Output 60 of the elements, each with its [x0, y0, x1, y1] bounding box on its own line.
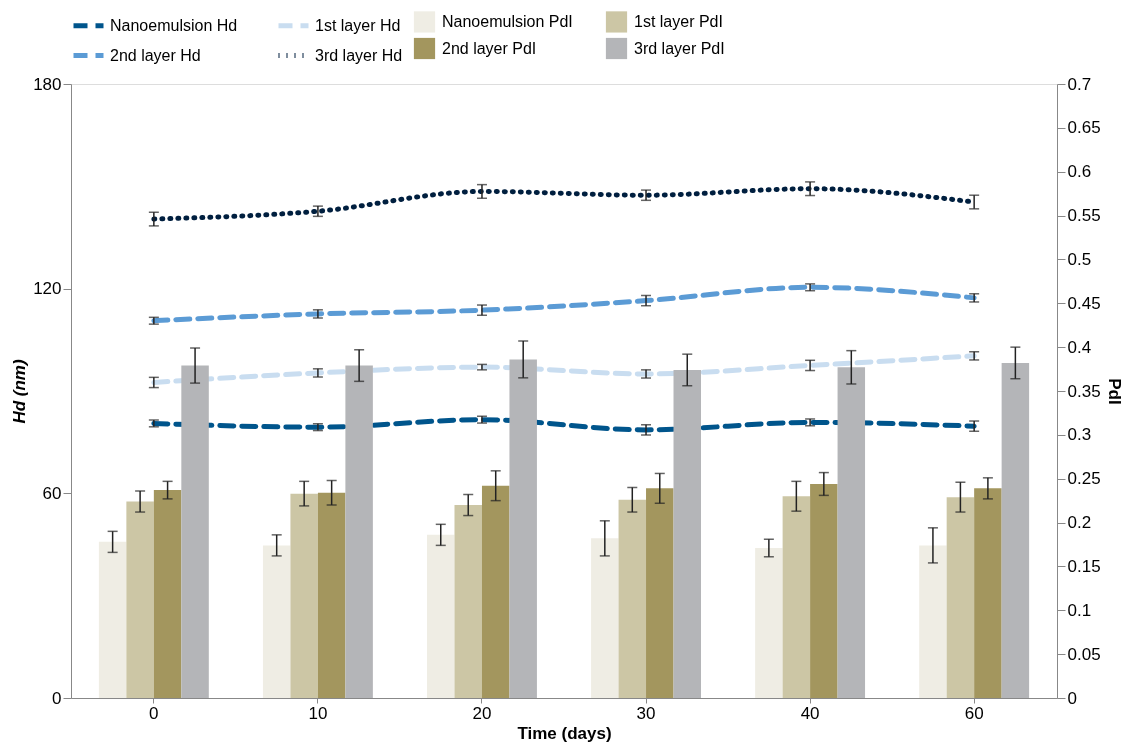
bar — [153, 490, 182, 698]
y2-tick-label: 0.35 — [1067, 381, 1101, 401]
y2-tick-label: 0.7 — [1067, 74, 1092, 94]
bar — [810, 483, 838, 698]
bar — [591, 538, 619, 698]
bar — [1001, 362, 1030, 698]
y2-tick-label: 0.55 — [1067, 206, 1101, 226]
bar — [782, 496, 811, 698]
bar — [454, 505, 482, 698]
legend-label: 3rd layer PdI — [634, 39, 725, 57]
x-axis-title: Time (days) — [517, 723, 612, 743]
y-tick-label: 180 — [33, 74, 62, 94]
bar — [345, 365, 373, 698]
x-tick-label: 20 — [472, 703, 492, 723]
legend-label: 2nd layer Hd — [110, 46, 201, 64]
legend-label: 1st layer PdI — [634, 12, 723, 30]
bar — [837, 367, 866, 698]
legend-label: Nanoemulsion PdI — [442, 12, 573, 30]
bar — [946, 497, 975, 698]
bar — [673, 369, 701, 698]
bar — [98, 541, 127, 698]
y2-tick-label: 0 — [1067, 688, 1077, 708]
y-axis-title: Hd (nm) — [10, 359, 30, 424]
y2-axis-title: PdI — [1104, 378, 1124, 405]
y2-tick-label: 0.25 — [1067, 469, 1101, 489]
y2-tick-label: 0.4 — [1067, 337, 1092, 357]
y-tick-label: 120 — [33, 279, 62, 299]
bar — [755, 548, 783, 698]
y2-tick-label: 0.1 — [1067, 600, 1092, 620]
y-tick-label: 0 — [52, 688, 62, 708]
x-tick-label: 40 — [800, 703, 820, 723]
bar — [290, 493, 318, 698]
legend-label: 3rd layer Hd — [315, 46, 403, 64]
y2-tick-label: 0.65 — [1067, 118, 1101, 138]
bar — [509, 359, 537, 698]
bar — [262, 545, 291, 698]
x-tick-label: 30 — [636, 703, 656, 723]
y2-tick-label: 0.05 — [1067, 644, 1101, 664]
y2-tick-label: 0.6 — [1067, 162, 1092, 182]
bar — [919, 545, 947, 698]
y2-tick-label: 0.2 — [1067, 513, 1092, 533]
legend-label: Nanoemulsion Hd — [110, 16, 238, 34]
bar — [481, 485, 510, 698]
bar — [126, 501, 154, 698]
y2-tick-label: 0.15 — [1067, 556, 1101, 576]
bar — [646, 488, 674, 698]
legend-label: 2nd layer PdI — [442, 39, 537, 57]
x-tick-label: 0 — [149, 703, 159, 723]
x-tick-label: 60 — [964, 703, 984, 723]
bar — [618, 499, 647, 698]
x-tick-label: 10 — [308, 703, 328, 723]
legend-label: 1st layer Hd — [315, 16, 401, 34]
bar — [427, 534, 455, 698]
y2-tick-label: 0.45 — [1067, 293, 1101, 313]
bar — [317, 492, 346, 698]
y-tick-label: 60 — [42, 483, 62, 503]
bar — [974, 488, 1002, 698]
y2-tick-label: 0.3 — [1067, 425, 1092, 445]
y2-tick-label: 0.5 — [1067, 249, 1092, 269]
bar — [181, 365, 209, 698]
